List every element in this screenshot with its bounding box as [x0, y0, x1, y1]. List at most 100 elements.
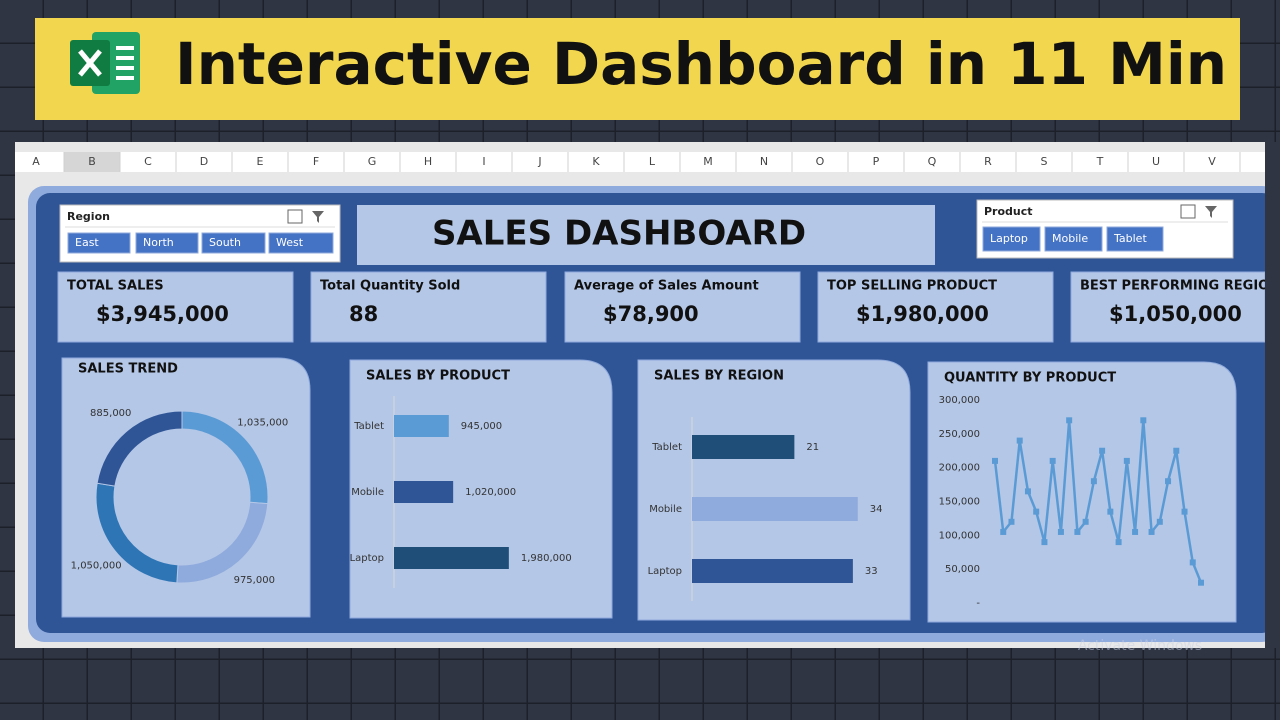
slicer-button-label[interactable]: East — [75, 236, 99, 249]
kpi-label: Average of Sales Amount — [574, 279, 759, 294]
column-letter: N — [760, 155, 768, 168]
clear-filter-icon[interactable] — [312, 211, 324, 223]
slicer-button-label[interactable]: West — [276, 236, 304, 249]
data-label: 885,000 — [90, 408, 131, 419]
chart-title: SALES BY REGION — [654, 369, 784, 384]
y-tick-label: 300,000 — [939, 395, 980, 406]
multi-select-icon[interactable] — [287, 209, 303, 224]
line-marker — [1024, 488, 1031, 495]
column-letter: R — [984, 155, 992, 168]
line-marker — [1132, 528, 1139, 535]
kpi-label: TOTAL SALES — [67, 279, 164, 294]
data-label: 33 — [865, 566, 878, 577]
column-letter: L — [649, 155, 656, 168]
line-marker — [1000, 528, 1007, 535]
kpi-label: Total Quantity Sold — [320, 279, 460, 294]
chart-panel — [637, 359, 911, 621]
bar — [692, 435, 795, 459]
kpi-value: $3,945,000 — [96, 302, 229, 326]
kpi-value: 88 — [349, 302, 378, 326]
column-letter: T — [1096, 155, 1104, 168]
slicer-button[interactable] — [1044, 226, 1103, 252]
edge — [1265, 142, 1280, 648]
data-label: 21 — [806, 442, 819, 453]
bar — [394, 547, 509, 569]
column-letter: M — [703, 155, 713, 168]
chart-title: QUANTITY BY PRODUCT — [944, 371, 1116, 386]
data-label: 1,035,000 — [237, 417, 288, 428]
line-marker — [1049, 457, 1056, 464]
slicer-title: Product — [984, 205, 1033, 218]
y-tick-label: Mobile — [649, 504, 682, 515]
column-letter: J — [537, 155, 541, 168]
data-label: 1,020,000 — [465, 487, 516, 498]
line-marker — [1008, 518, 1015, 525]
slicer-button[interactable] — [982, 226, 1041, 252]
slicer-button[interactable] — [1106, 226, 1164, 252]
chart-title: SALES BY PRODUCT — [366, 369, 510, 384]
column-letter: B — [88, 155, 96, 168]
y-tick-label: 200,000 — [939, 463, 980, 474]
column-letter: V — [1208, 155, 1216, 168]
slicer-button[interactable] — [201, 232, 266, 254]
y-tick-label: Tablet — [651, 442, 682, 453]
banner-title: Interactive Dashboard in 11 Min — [175, 30, 1227, 98]
slicer-button-label[interactable]: South — [209, 236, 241, 249]
column-letter: K — [592, 155, 600, 168]
line-series — [993, 420, 1203, 584]
kpi-card — [817, 271, 1054, 343]
column-letter: E — [257, 155, 264, 168]
line-marker — [1148, 528, 1155, 535]
slicer-button-label[interactable]: North — [143, 236, 174, 249]
line-marker — [1173, 447, 1180, 454]
y-tick-label: 100,000 — [939, 530, 980, 541]
kpi-card — [564, 271, 801, 343]
kpi-card — [310, 271, 547, 343]
line-marker — [1115, 539, 1122, 546]
line-marker — [1140, 417, 1147, 424]
y-tick-label: Tablet — [353, 421, 384, 432]
column-header-row — [15, 152, 1265, 172]
multi-select-icon[interactable] — [1180, 204, 1196, 219]
data-label: 1,050,000 — [71, 561, 122, 572]
slicer-button-label[interactable]: Mobile — [1052, 232, 1088, 245]
data-label: 1,980,000 — [521, 553, 572, 564]
line-marker — [1033, 508, 1040, 515]
column-letter: H — [424, 155, 432, 168]
slicer-button-label[interactable]: Laptop — [990, 232, 1028, 245]
chart-title: SALES TREND — [78, 362, 178, 377]
column-letter: U — [1152, 155, 1160, 168]
slicer-button-label[interactable]: Tablet — [1113, 232, 1147, 245]
data-label: 34 — [870, 504, 883, 515]
bar — [394, 481, 454, 503]
column-letter: A — [32, 155, 40, 168]
title-box — [357, 205, 935, 265]
line-marker — [1099, 447, 1106, 454]
line-marker — [1156, 518, 1163, 525]
line-marker — [1189, 559, 1196, 566]
line-marker — [1016, 437, 1023, 444]
kpi-value: $1,980,000 — [856, 302, 989, 326]
slicer-button[interactable] — [135, 232, 199, 254]
clear-filter-icon[interactable] — [1205, 206, 1217, 218]
column-letter: O — [816, 155, 825, 168]
dashboard-title: SALES DASHBOARD — [432, 214, 806, 254]
bar — [692, 559, 853, 583]
line-marker — [1066, 417, 1073, 424]
kpi-label: TOP SELLING PRODUCT — [827, 279, 997, 294]
line-marker — [1181, 508, 1188, 515]
data-label: 945,000 — [461, 421, 502, 432]
line-marker — [1165, 478, 1172, 485]
excel-icon — [70, 32, 140, 94]
kpi-value: $1,050,000 — [1109, 302, 1242, 326]
y-tick-label: Laptop — [648, 566, 682, 577]
column-letter: I — [482, 155, 485, 168]
slicer-button[interactable] — [268, 232, 334, 254]
kpi-value: $78,900 — [603, 302, 699, 326]
slicer-title: Region — [67, 210, 110, 223]
line-marker — [1082, 518, 1089, 525]
bar — [394, 415, 449, 437]
slicer-button[interactable] — [67, 232, 131, 254]
